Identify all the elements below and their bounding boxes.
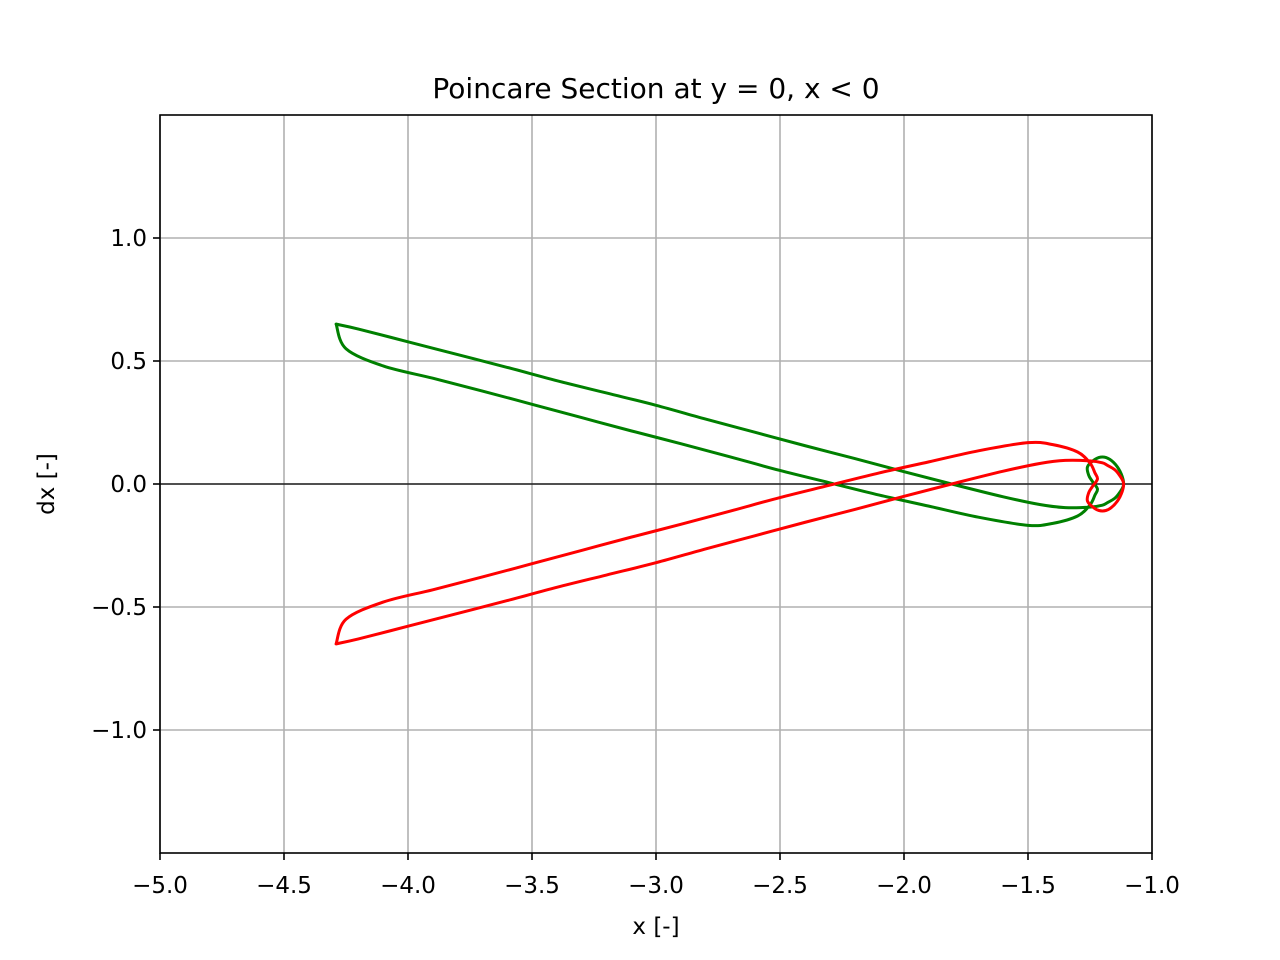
- x-tick-label: −2.0: [876, 873, 932, 899]
- series-line-1: [334, 322, 1126, 528]
- x-tick-label: −5.0: [132, 873, 188, 899]
- y-axis: 1.0 0.5 0.0 −0.5 −1.0: [91, 226, 160, 744]
- x-tick-label: −4.5: [256, 873, 312, 899]
- series-line-2: [334, 440, 1126, 646]
- x-axis: −5.0 −4.5 −4.0 −3.5 −3.0 −2.5 −2.0 −1.5 −1.0: [132, 853, 1180, 899]
- y-tick-label: 1.0: [110, 226, 147, 252]
- y-tick-label: −1.0: [91, 718, 147, 744]
- x-tick-label: −4.0: [380, 873, 436, 899]
- series-layer: [334, 322, 1126, 646]
- y-tick-label: 0.0: [110, 472, 147, 498]
- x-tick-label: −1.0: [1124, 873, 1180, 899]
- y-tick-label: −0.5: [91, 595, 147, 621]
- y-tick-label: 0.5: [110, 349, 147, 375]
- x-tick-label: −1.5: [1000, 873, 1056, 899]
- chart-title: Poincare Section at y = 0, x < 0: [432, 72, 879, 105]
- x-tick-label: −2.5: [752, 873, 808, 899]
- x-tick-label: −3.0: [628, 873, 684, 899]
- x-axis-label: x [-]: [632, 914, 679, 940]
- y-axis-label: dx [-]: [34, 453, 60, 515]
- x-tick-label: −3.5: [504, 873, 560, 899]
